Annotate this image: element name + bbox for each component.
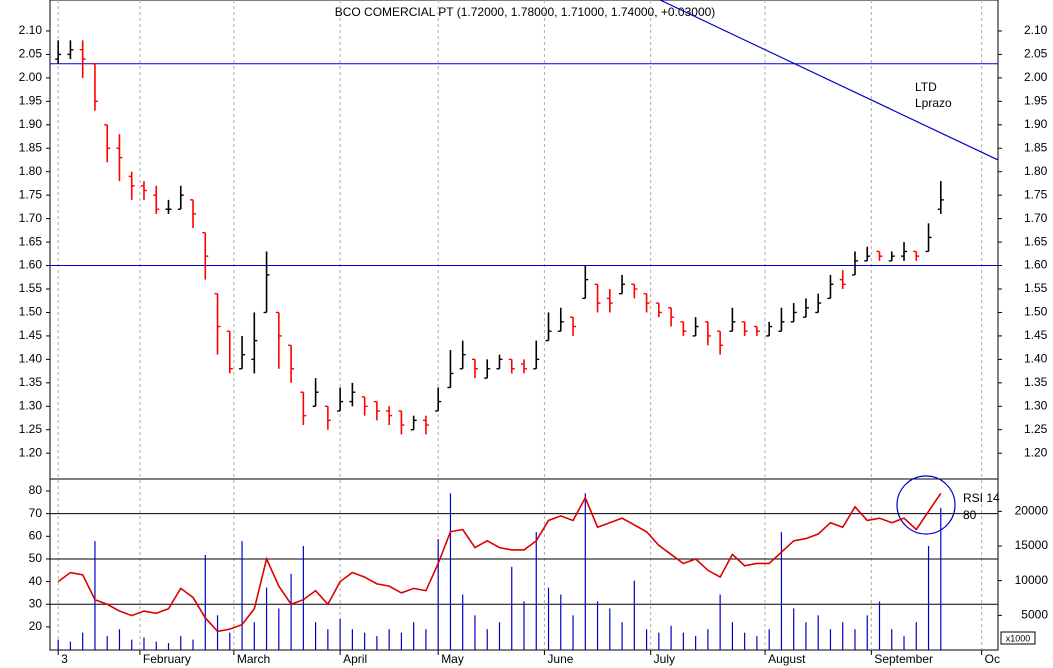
y-tick-label: 2.05 (19, 47, 43, 61)
rsi-tick-label: 30 (29, 596, 43, 610)
rsi-label: RSI 14 (963, 491, 1000, 505)
rsi-last-label: 80 (963, 508, 977, 522)
y-tick-label: 1.80 (19, 164, 43, 178)
y-tick-label: 1.65 (19, 234, 43, 248)
y-tick-label: 1.25 (19, 422, 43, 436)
x-tick-label: August (768, 652, 806, 666)
y-tick-label-right: 1.30 (1024, 398, 1048, 412)
y-tick-label-right: 1.55 (1024, 281, 1048, 295)
x-tick-label: February (143, 652, 191, 666)
y-tick-label-right: 1.95 (1024, 94, 1048, 108)
y-tick-label-right: 1.65 (1024, 234, 1048, 248)
x-tick-label: June (547, 652, 573, 666)
x-tick-label: March (237, 652, 270, 666)
rsi-tick-label: 60 (29, 528, 43, 542)
rsi-line (57, 492, 942, 633)
x-tick-label: September (874, 652, 933, 666)
y-tick-label: 1.85 (19, 140, 43, 154)
y-tick-label: 1.20 (19, 445, 43, 459)
trend-label: Lprazo (915, 96, 952, 110)
y-tick-label-right: 2.05 (1024, 47, 1048, 61)
y-tick-label-right: 1.85 (1024, 140, 1048, 154)
rsi-tick-label: 40 (29, 574, 43, 588)
y-tick-label: 1.45 (19, 328, 43, 342)
rsi-tick-label: 20 (29, 619, 43, 633)
y-tick-label: 1.35 (19, 375, 43, 389)
y-tick-label: 1.50 (19, 305, 43, 319)
y-tick-label: 1.60 (19, 258, 43, 272)
x-tick-label: April (343, 652, 367, 666)
y-tick-label-right: 1.25 (1024, 422, 1048, 436)
annotation-circle (896, 475, 956, 535)
y-tick-label: 1.30 (19, 398, 43, 412)
y-tick-label-right: 1.70 (1024, 211, 1048, 225)
y-tick-label-right: 1.35 (1024, 375, 1048, 389)
y-tick-label-right: 1.90 (1024, 117, 1048, 131)
y-tick-label-right: 1.45 (1024, 328, 1048, 342)
y-tick-label: 1.90 (19, 117, 43, 131)
y-tick-label: 2.10 (19, 23, 43, 37)
plot-frame (49, 0, 999, 651)
y-tick-label-right: 2.10 (1024, 23, 1048, 37)
trend-label: LTD (915, 80, 937, 94)
y-tick-label-right: 1.60 (1024, 258, 1048, 272)
volume-unit: x1000 (1006, 633, 1031, 643)
rsi-tick-label: 80 (29, 483, 43, 497)
y-tick-label-right: 1.75 (1024, 187, 1048, 201)
volume-tick-label: 10000 (1015, 573, 1049, 587)
y-tick-label-right: 1.50 (1024, 305, 1048, 319)
x-tick-label: Oc (985, 652, 1000, 666)
chart-title: BCO COMERCIAL PT (1.72000, 1.78000, 1.71… (335, 5, 716, 19)
y-tick-label-right: 1.40 (1024, 352, 1048, 366)
x-tick-label: July (654, 652, 675, 666)
x-tick-label: May (441, 652, 464, 666)
y-tick-label: 1.75 (19, 187, 43, 201)
rsi-tick-label: 50 (29, 551, 43, 565)
y-tick-label: 2.00 (19, 70, 43, 84)
y-tick-label: 1.55 (19, 281, 43, 295)
y-tick-label-right: 1.80 (1024, 164, 1048, 178)
trend-line (659, 0, 999, 161)
volume-tick-label: 15000 (1015, 538, 1049, 552)
y-tick-label: 1.40 (19, 352, 43, 366)
volume-tick-label: 20000 (1015, 503, 1049, 517)
y-tick-label-right: 2.00 (1024, 70, 1048, 84)
volume-tick-label: 5000 (1021, 608, 1048, 622)
rsi-tick-label: 70 (29, 506, 43, 520)
x-tick-label: 3 (61, 652, 68, 666)
y-tick-label: 1.70 (19, 211, 43, 225)
unit-box (1000, 631, 1036, 645)
y-tick-label: 1.95 (19, 94, 43, 108)
y-tick-label-right: 1.20 (1024, 445, 1048, 459)
